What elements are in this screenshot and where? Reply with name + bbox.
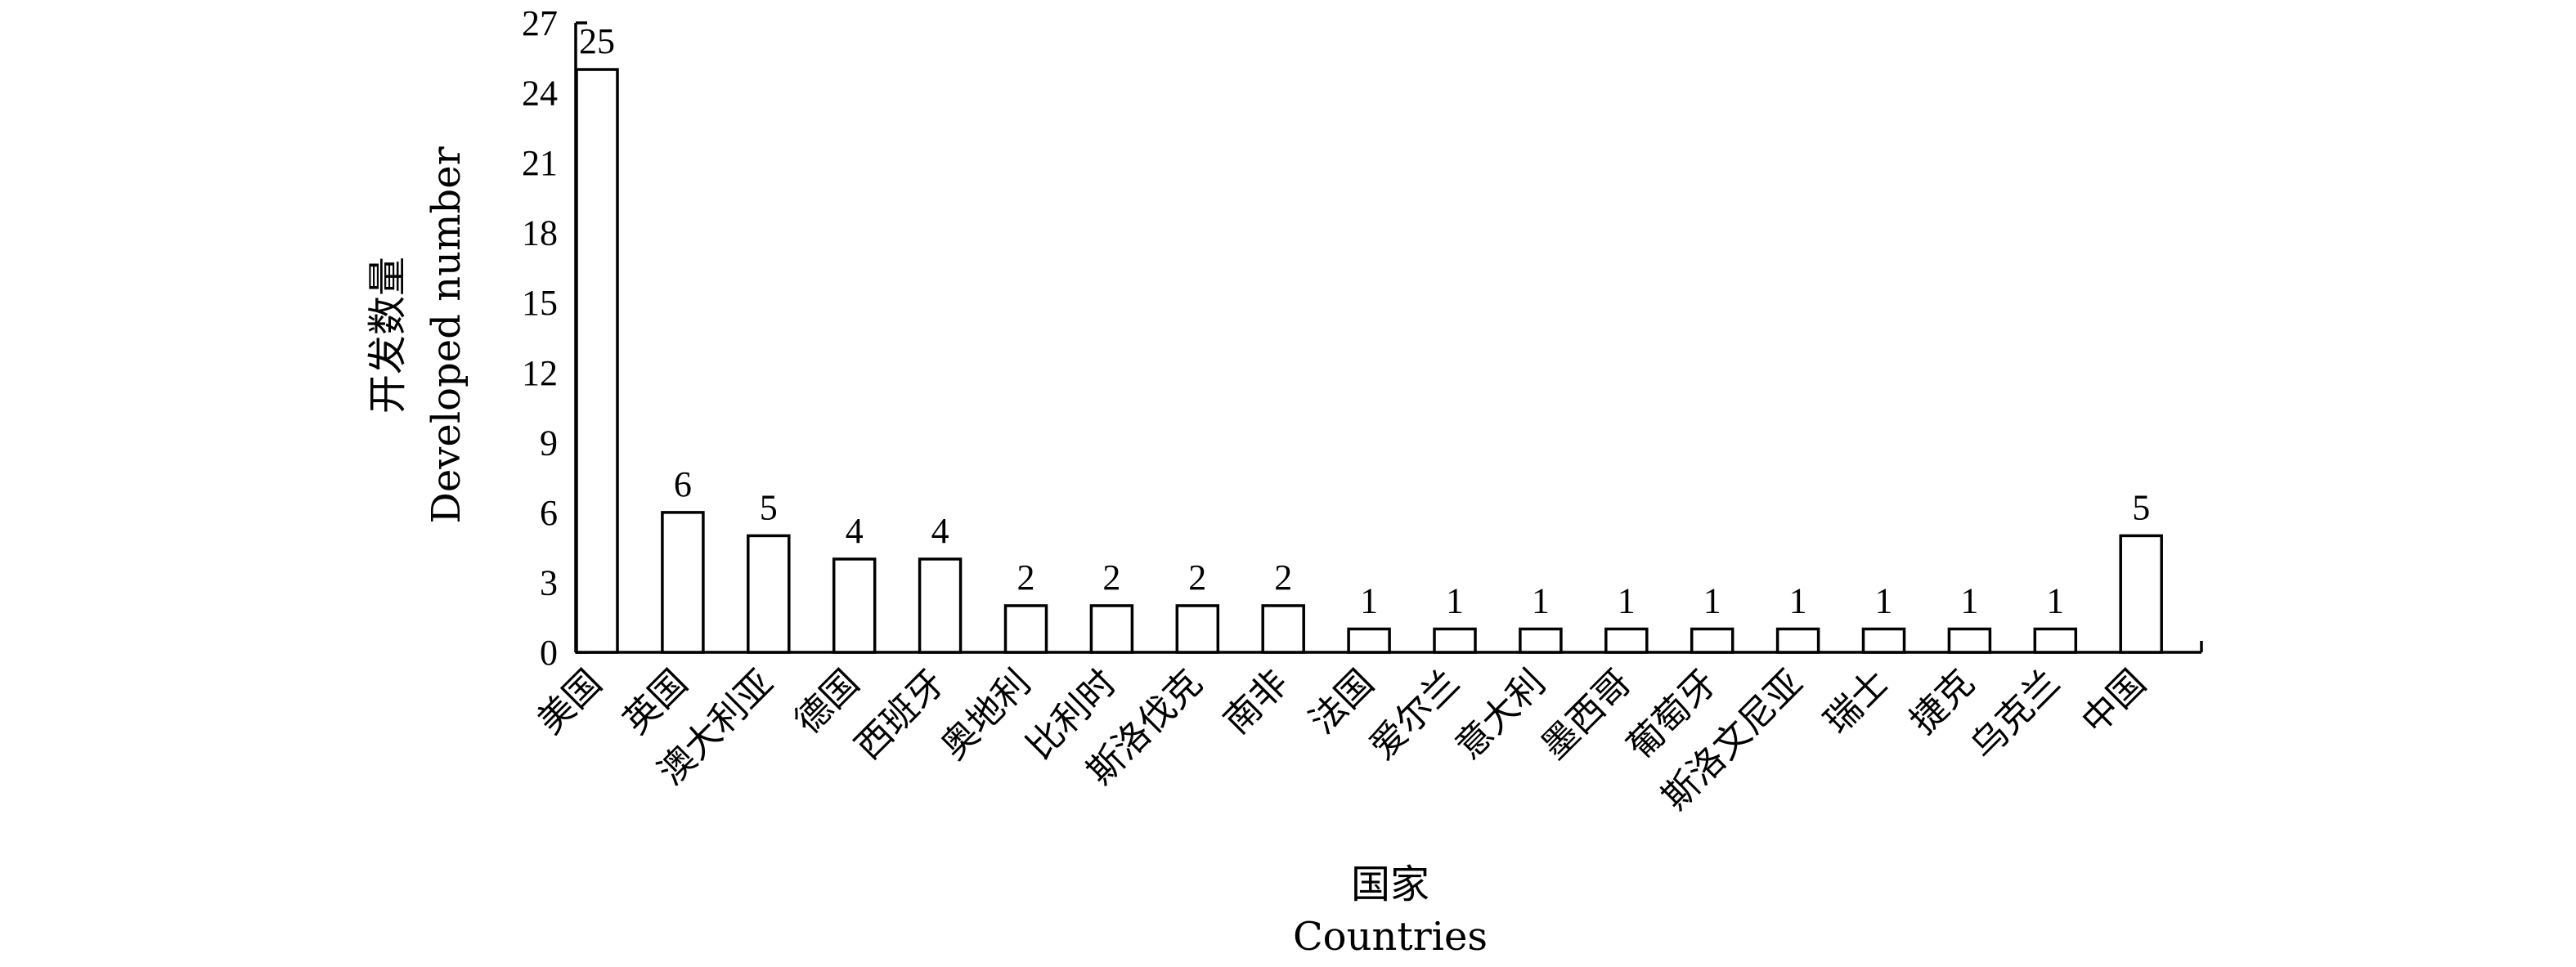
bar	[1947, 627, 1992, 654]
bar	[832, 557, 877, 654]
data-label: 1	[1532, 580, 1550, 620]
data-label: 6	[674, 464, 692, 504]
category-label: 美国	[529, 662, 609, 742]
data-label: 2	[1188, 557, 1206, 598]
data-label: 1	[1875, 580, 1893, 620]
bar	[1604, 627, 1649, 654]
y-tick-label: 0	[540, 633, 558, 673]
category-label: 乌克兰	[1963, 662, 2068, 768]
data-label: 1	[1360, 580, 1378, 620]
bar	[1690, 627, 1735, 654]
data-label: 2	[1102, 557, 1120, 598]
category-label: 西班牙	[847, 662, 953, 768]
data-label: 4	[931, 511, 949, 551]
bar	[1433, 627, 1477, 654]
bar	[1003, 604, 1048, 654]
y-axis-title-en: Developed number	[424, 146, 469, 523]
bar	[1175, 604, 1220, 654]
bar	[747, 534, 791, 654]
data-label: 4	[846, 511, 864, 551]
x-axis-title-cn: 国家	[1351, 862, 1429, 907]
x-axis-title-en: Countries	[1293, 914, 1488, 960]
data-label: 25	[579, 21, 615, 61]
category-label: 中国	[2074, 662, 2154, 742]
bar	[918, 557, 963, 654]
bar	[1519, 627, 1563, 654]
y-tick-label: 15	[522, 283, 558, 323]
category-label: 瑞士	[1816, 662, 1896, 742]
data-labels: 25 6 5 4 4 2 2 2 2 1 1 1 1 1 1 1 1 1 5	[579, 21, 2150, 620]
y-tick-label: 21	[522, 143, 558, 183]
y-axis-title-cn: 开发数量	[365, 257, 411, 414]
data-label: 5	[760, 487, 778, 527]
data-label: 2	[1274, 557, 1292, 598]
bar	[1347, 627, 1391, 654]
category-label: 墨西哥	[1533, 662, 1639, 768]
y-tick-label: 6	[540, 493, 558, 533]
bar	[2119, 534, 2163, 654]
y-tick-label: 24	[522, 74, 558, 114]
category-label: 意大利	[1447, 662, 1553, 768]
data-label: 5	[2132, 487, 2150, 527]
data-label: 1	[1446, 580, 1464, 620]
bar	[2033, 627, 2078, 654]
bars	[575, 68, 2163, 654]
data-label: 1	[1789, 580, 1807, 620]
data-label: 1	[1618, 580, 1636, 620]
category-label: 南非	[1216, 662, 1296, 742]
y-tick-label: 9	[540, 423, 558, 463]
data-label: 2	[1017, 557, 1035, 598]
bar	[575, 68, 619, 654]
y-tick-label: 3	[540, 562, 558, 602]
bar	[661, 511, 705, 654]
bar	[1775, 627, 1820, 654]
bar	[1261, 604, 1305, 654]
y-tick-label: 12	[522, 353, 558, 393]
data-label: 1	[1960, 580, 1978, 620]
y-tick-label: 18	[522, 213, 558, 253]
data-label: 1	[2046, 580, 2064, 620]
y-tick-label: 27	[522, 3, 558, 43]
category-label: 奥地利	[933, 662, 1039, 768]
bar	[1089, 604, 1134, 654]
bar	[1861, 627, 1906, 654]
data-label: 1	[1703, 580, 1721, 620]
category-label: 爱尔兰	[1362, 662, 1467, 768]
